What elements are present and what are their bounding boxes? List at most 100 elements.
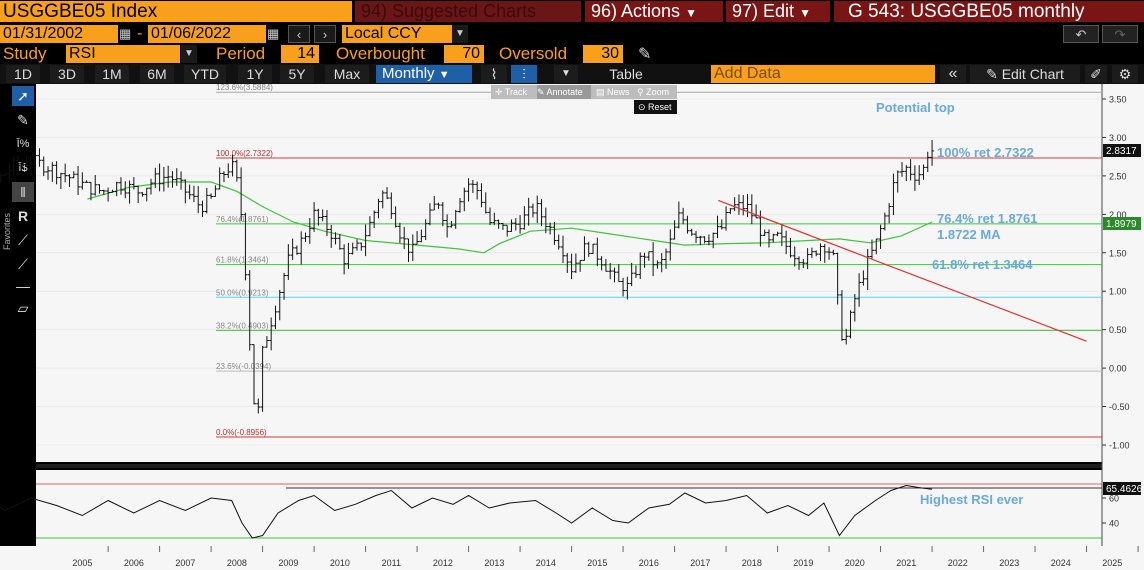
chevron-down-icon[interactable]: ▼ — [452, 25, 468, 43]
track-button[interactable]: ✛ Track — [495, 87, 528, 97]
actions-menu[interactable]: 96) Actions ▼ — [585, 1, 723, 22]
fibonacci-dollar-icon[interactable]: Ī$ — [18, 162, 28, 174]
ray-icon[interactable]: ⟋ — [18, 256, 28, 272]
price-tick-label: 3.00 — [1109, 133, 1127, 143]
year-label: 2021 — [896, 558, 916, 568]
rsi-tick-label: 40 — [1109, 519, 1119, 529]
redo-icon[interactable]: ↷ — [1102, 25, 1138, 43]
chevron-down-icon: ▼ — [438, 69, 450, 81]
annot-highest-rsi[interactable]: Highest RSI ever — [920, 492, 1023, 507]
retracement-icon[interactable]: R — [17, 208, 29, 224]
study-select[interactable]: RSI — [66, 45, 180, 63]
period-max[interactable]: Max — [325, 65, 369, 83]
pencil-icon[interactable]: ✎ — [638, 46, 652, 63]
zoom-button[interactable]: ⚲ Zoom — [637, 87, 670, 97]
yaxis-bg — [1102, 84, 1144, 546]
pen-icon[interactable]: ✎ — [17, 112, 29, 128]
trendline-icon[interactable]: ⟋ — [18, 232, 28, 248]
news-button[interactable]: ▤ News — [596, 87, 630, 97]
chevron-down-icon[interactable]: ▼ — [181, 45, 197, 63]
annotate-button[interactable]: ✎ Annotate — [537, 85, 591, 99]
year-label: 2006 — [124, 558, 144, 568]
frequency-select[interactable]: Monthly ▼ — [376, 65, 472, 83]
period-1y[interactable]: 1Y — [238, 65, 272, 83]
year-label: 2023 — [999, 558, 1019, 568]
annot-ret100[interactable]: 100% ret 2.7322 — [937, 145, 1034, 160]
period-3d[interactable]: 3D — [50, 65, 84, 83]
year-label: 2008 — [227, 558, 247, 568]
news-label: News — [607, 87, 630, 97]
price-tick-label: 2.50 — [1109, 171, 1127, 181]
annot-ma[interactable]: 1.8722 MA — [937, 227, 1001, 242]
year-label: 2022 — [948, 558, 968, 568]
year-label: 2024 — [1051, 558, 1071, 568]
overbought-field[interactable]: 70 — [444, 45, 484, 63]
fibonacci-percent-icon[interactable]: Ī% — [16, 138, 30, 150]
next-arrow-icon[interactable]: › — [314, 25, 336, 43]
start-date-field[interactable]: 01/31/2002 — [0, 25, 118, 43]
edit-menu[interactable]: 97) Edit ▼ — [726, 1, 830, 22]
period-ytd[interactable]: YTD — [184, 65, 226, 83]
horizontal-line-icon[interactable]: — — [16, 278, 30, 294]
chevron-down-icon: ▼ — [685, 6, 697, 20]
end-date-field[interactable]: 01/06/2022 — [148, 25, 266, 43]
undo-icon[interactable]: ↶ — [1063, 25, 1099, 43]
oversold-field[interactable]: 30 — [583, 45, 623, 63]
price-tick-label: 1.50 — [1109, 248, 1127, 258]
frequency-label: Monthly — [382, 65, 435, 82]
reset-button[interactable]: ⊙ Reset — [634, 100, 677, 114]
track-label: Track — [504, 87, 528, 97]
pointer-icon[interactable]: ➚ — [12, 86, 34, 106]
gear-icon[interactable]: ⚙ — [1112, 65, 1138, 83]
bar-chart-icon[interactable]: ⫶ — [511, 65, 537, 83]
draw-icon[interactable]: ✐ — [1085, 65, 1107, 83]
period-field[interactable]: 14 — [281, 45, 319, 63]
year-label: 2020 — [845, 558, 865, 568]
annot-potential-top[interactable]: Potential top — [876, 100, 955, 115]
edit-chart-button[interactable]: ✎ Edit Chart — [970, 65, 1080, 83]
fib-label: 38.2%(0.4903) — [216, 321, 269, 330]
period-1m[interactable]: 1M — [95, 65, 129, 83]
currency-select[interactable]: Local CCY — [342, 25, 452, 43]
trendline[interactable] — [718, 199, 1087, 342]
year-label: 2018 — [742, 558, 762, 568]
panel-divider[interactable] — [36, 464, 1102, 468]
chevron-down-icon[interactable]: ▼ — [554, 65, 578, 83]
edit-label: 97) Edit — [732, 1, 795, 21]
period-1d[interactable]: 1D — [6, 65, 40, 83]
rsi-panel-bg — [36, 470, 1102, 546]
overbought-label: Overbought — [336, 44, 425, 63]
table-button[interactable]: Table — [588, 65, 664, 83]
add-data-input[interactable]: Add Data — [711, 65, 935, 83]
study-label: Study — [3, 44, 47, 63]
channel-icon[interactable]: ▱ — [17, 300, 29, 316]
price-tick-label: 0.50 — [1109, 325, 1127, 335]
year-label: 2015 — [587, 558, 607, 568]
annotate-label: Annotate — [546, 87, 583, 97]
calendar-icon[interactable]: ▦ — [267, 26, 280, 41]
year-label: 2025 — [1102, 558, 1122, 568]
ticker-field[interactable]: USGGBE05 Index — [0, 1, 352, 22]
period-6m[interactable]: 6M — [140, 65, 174, 83]
fib-label: 61.8%(1.3464) — [216, 256, 269, 265]
line-chart-icon[interactable]: ⌇ — [481, 65, 507, 83]
rsi-line — [0, 484, 933, 539]
prev-arrow-icon[interactable]: ‹ — [288, 25, 310, 43]
annot-ret618[interactable]: 61.8% ret 1.3464 — [932, 257, 1033, 272]
year-label: 2016 — [639, 558, 659, 568]
fib-label: 23.6%(-0.0394) — [216, 362, 271, 371]
year-label: 2005 — [72, 558, 92, 568]
suggested-charts-button[interactable]: 94) Suggested Charts — [355, 1, 581, 22]
bars-tool-icon[interactable]: ‖ — [12, 182, 34, 202]
actions-label: 96) Actions — [591, 1, 681, 21]
calendar-icon[interactable]: ▦ — [119, 26, 132, 41]
price-axis: 3.50 3.00 2.50 2.00 1.50 1.00 0.50 0.00 -0.50 -1.… — [1102, 95, 1130, 451]
year-label: 2014 — [536, 558, 556, 568]
double-chevron-left-icon[interactable]: « — [940, 65, 966, 83]
annot-ret764[interactable]: 76.4% ret 1.8761 — [937, 211, 1037, 226]
rsi-last-label: 65.4626 — [1106, 484, 1143, 495]
price-tick-label: -1.00 — [1109, 441, 1130, 451]
date-separator: - — [137, 25, 143, 42]
period-5y[interactable]: 5Y — [280, 65, 314, 83]
